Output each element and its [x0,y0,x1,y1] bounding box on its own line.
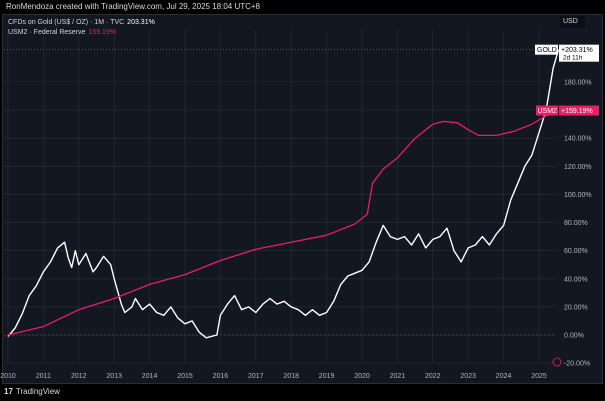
tradingview-footer[interactable]: 17 TradingView [4,386,60,398]
x-tick-label: 2024 [496,373,512,380]
attribution-text: RonMendoza created with TradingView.com,… [6,2,260,11]
y-tick-label: -20.00% [564,361,590,368]
x-tick-label: 2021 [390,373,406,380]
x-tick-label: 2018 [283,373,299,380]
x-tick-label: 2023 [460,373,476,380]
gold-name-badge [535,44,558,55]
scroll-to-latest-icon[interactable] [552,357,562,367]
x-tick-label: 2014 [142,373,158,380]
gold-value-badge [559,44,599,62]
y-tick-label: 120.00% [564,164,592,171]
y-tick-label: 80.00% [564,220,588,227]
attribution-bar: RonMendoza created with TradingView.com,… [0,0,605,14]
y-tick-label: 0.00% [564,333,584,340]
x-tick-label: 2010 [0,373,16,380]
legend-m2-value: 159.19% [88,29,117,36]
gold-value-label: +203.31% [561,47,593,54]
series-line-usm2[interactable] [7,110,559,336]
y-tick-label: 20.00% [564,304,588,311]
x-tick-label: 2011 [36,373,51,380]
x-tick-label: 2022 [425,373,441,380]
chart-legend: CFDs on Gold (US$ / OZ) · 1M · TVC 203.31… [8,18,155,38]
x-tick-label: 2016 [213,373,229,380]
legend-gold-value: 203.31% [127,19,155,26]
legend-m2-label: USM2 · Federal Reserve [8,29,86,36]
gold-name-label: GOLD [537,47,557,54]
chart-pane[interactable] [2,14,603,384]
m2-name-label: USM2 [538,108,558,115]
x-tick-label: 2013 [106,373,122,380]
y-tick-label: 60.00% [564,248,588,255]
x-tick-label: 2017 [248,373,264,380]
legend-m2[interactable]: USM2 · Federal Reserve 159.19% [8,28,155,38]
y-tick-label: 180.00% [564,80,592,87]
gold-countdown-label: 2d 11h [563,55,583,62]
x-tick-label: 2020 [354,373,370,380]
y-tick-label: 140.00% [564,136,592,143]
tradingview-logo-icon: 17 [4,387,13,396]
x-tick-label: 2012 [71,373,87,380]
currency-label[interactable]: USD [560,16,585,28]
m2-value-label: +159.19% [561,108,593,115]
x-tick-label: 2019 [319,373,335,380]
series-line-gold[interactable] [7,49,560,339]
x-tick-label: 2025 [531,373,547,380]
m2-name-badge [536,105,558,116]
legend-gold[interactable]: CFDs on Gold (US$ / OZ) · 1M · TVC 203.31… [8,18,155,28]
x-tick-label: 2015 [177,373,193,380]
y-tick-label: 40.00% [564,276,588,283]
legend-gold-label: CFDs on Gold (US$ / OZ) · 1M · TVC [8,19,125,26]
y-tick-label: 100.00% [564,192,592,199]
tradingview-brand: TradingView [15,387,60,396]
m2-value-badge [559,105,599,116]
